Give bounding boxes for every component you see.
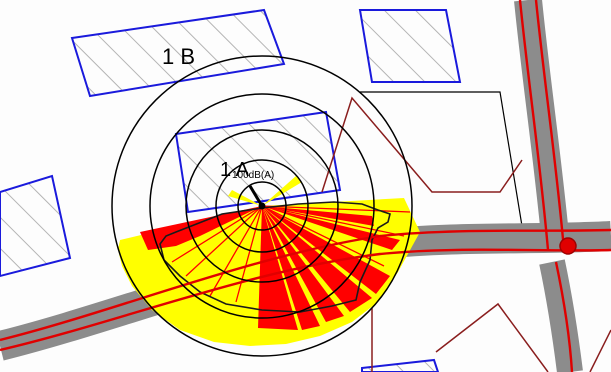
label-building-1a: 1 A [220, 159, 250, 181]
plot-boundary-north [321, 96, 523, 193]
building-north-east [358, 9, 462, 83]
road-north [514, 0, 570, 248]
contour-rings [111, 55, 413, 357]
noise-sector [262, 206, 344, 322]
building-west [0, 174, 72, 278]
noise-sector [262, 206, 374, 226]
noise-sector [262, 206, 320, 330]
building-1a [174, 110, 342, 214]
plot-boundary-south-2 [435, 302, 549, 372]
road-line-south [554, 261, 574, 372]
property-line [360, 91, 523, 227]
road-line-main-b [0, 228, 611, 342]
contour-ring-3 [185, 129, 339, 283]
contour-ring-4 [215, 159, 309, 253]
noise-rose-outline [159, 201, 391, 313]
noise-sector [262, 206, 390, 294]
receiver-point-icon [559, 237, 577, 255]
plot-boundaries [321, 96, 611, 372]
noise-sector [140, 206, 262, 250]
building-1b [70, 8, 286, 98]
noise-rose [118, 176, 420, 346]
road-line-main-a [0, 248, 611, 352]
label-building-1a-level: 100dB(A) [232, 170, 274, 181]
building-south [361, 358, 440, 372]
noise-sector [262, 176, 302, 206]
buildings [0, 8, 462, 372]
contour-ring-2 [149, 93, 375, 319]
road-south [539, 259, 583, 372]
contour-ring-1 [111, 55, 413, 357]
label-building-1b: 1 B [162, 44, 195, 69]
noise-sector [258, 206, 298, 330]
noise-sector [228, 190, 262, 206]
road-line-north-b [534, 0, 566, 251]
noise-source-icon [248, 185, 266, 210]
contour-ring-5 [237, 181, 287, 231]
road-line-north-a [518, 0, 550, 251]
plot-boundary-south-3 [589, 329, 611, 372]
